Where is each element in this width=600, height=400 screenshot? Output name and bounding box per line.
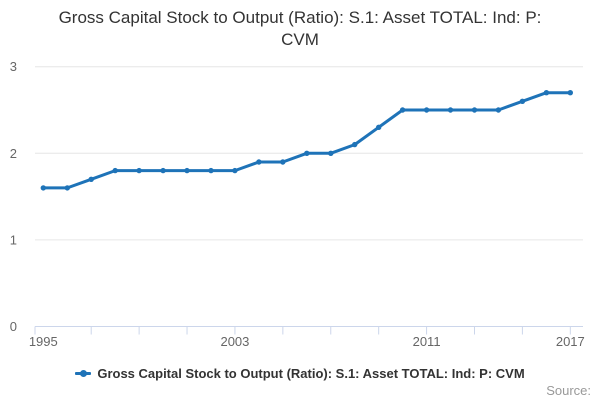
y-axis-label: 2 [10, 146, 17, 161]
chart-title: Gross Capital Stock to Output (Ratio): S… [58, 8, 542, 49]
legend-label: Gross Capital Stock to Output (Ratio): S… [97, 366, 525, 381]
x-axis-label: 2011 [413, 334, 441, 349]
data-point-marker[interactable] [88, 176, 94, 182]
legend-item[interactable]: Gross Capital Stock to Output (Ratio): S… [0, 366, 600, 381]
data-point-marker[interactable] [136, 167, 142, 174]
data-point-marker[interactable] [184, 167, 190, 174]
data-point-marker[interactable] [280, 159, 286, 165]
data-point-marker[interactable] [256, 159, 262, 165]
data-point-marker[interactable] [112, 167, 118, 174]
data-point-marker[interactable] [64, 185, 71, 191]
data-point-marker[interactable] [208, 167, 214, 174]
data-point-marker[interactable] [352, 141, 358, 148]
data-point-marker[interactable] [447, 107, 454, 113]
source-label: Source: [546, 383, 591, 398]
x-axis-label: 2017 [556, 334, 585, 349]
data-point-marker[interactable] [328, 150, 334, 156]
x-axis-label: 1995 [29, 334, 58, 349]
data-point-marker[interactable] [519, 98, 526, 105]
data-point-marker[interactable] [376, 124, 382, 130]
data-point-marker[interactable] [40, 185, 46, 191]
data-point-marker[interactable] [543, 90, 550, 96]
data-point-marker[interactable] [495, 107, 502, 113]
x-axis-label: 2003 [220, 334, 249, 349]
series-line[interactable] [41, 91, 572, 190]
y-axis-label: 3 [10, 59, 17, 74]
legend-line-marker-icon [75, 369, 92, 378]
data-point-marker[interactable] [399, 107, 406, 113]
data-point-marker[interactable] [160, 167, 166, 174]
data-point-marker[interactable] [471, 107, 478, 113]
data-point-marker[interactable] [232, 167, 238, 174]
y-axis-label: 1 [10, 232, 17, 247]
data-point-marker[interactable] [423, 107, 430, 113]
data-point-marker[interactable] [304, 150, 310, 156]
y-axis-label: 0 [10, 319, 17, 334]
data-point-marker[interactable] [567, 90, 573, 96]
line-chart-svg: 0 1 2 3 1995 2003 2011 2017 [10, 59, 585, 349]
